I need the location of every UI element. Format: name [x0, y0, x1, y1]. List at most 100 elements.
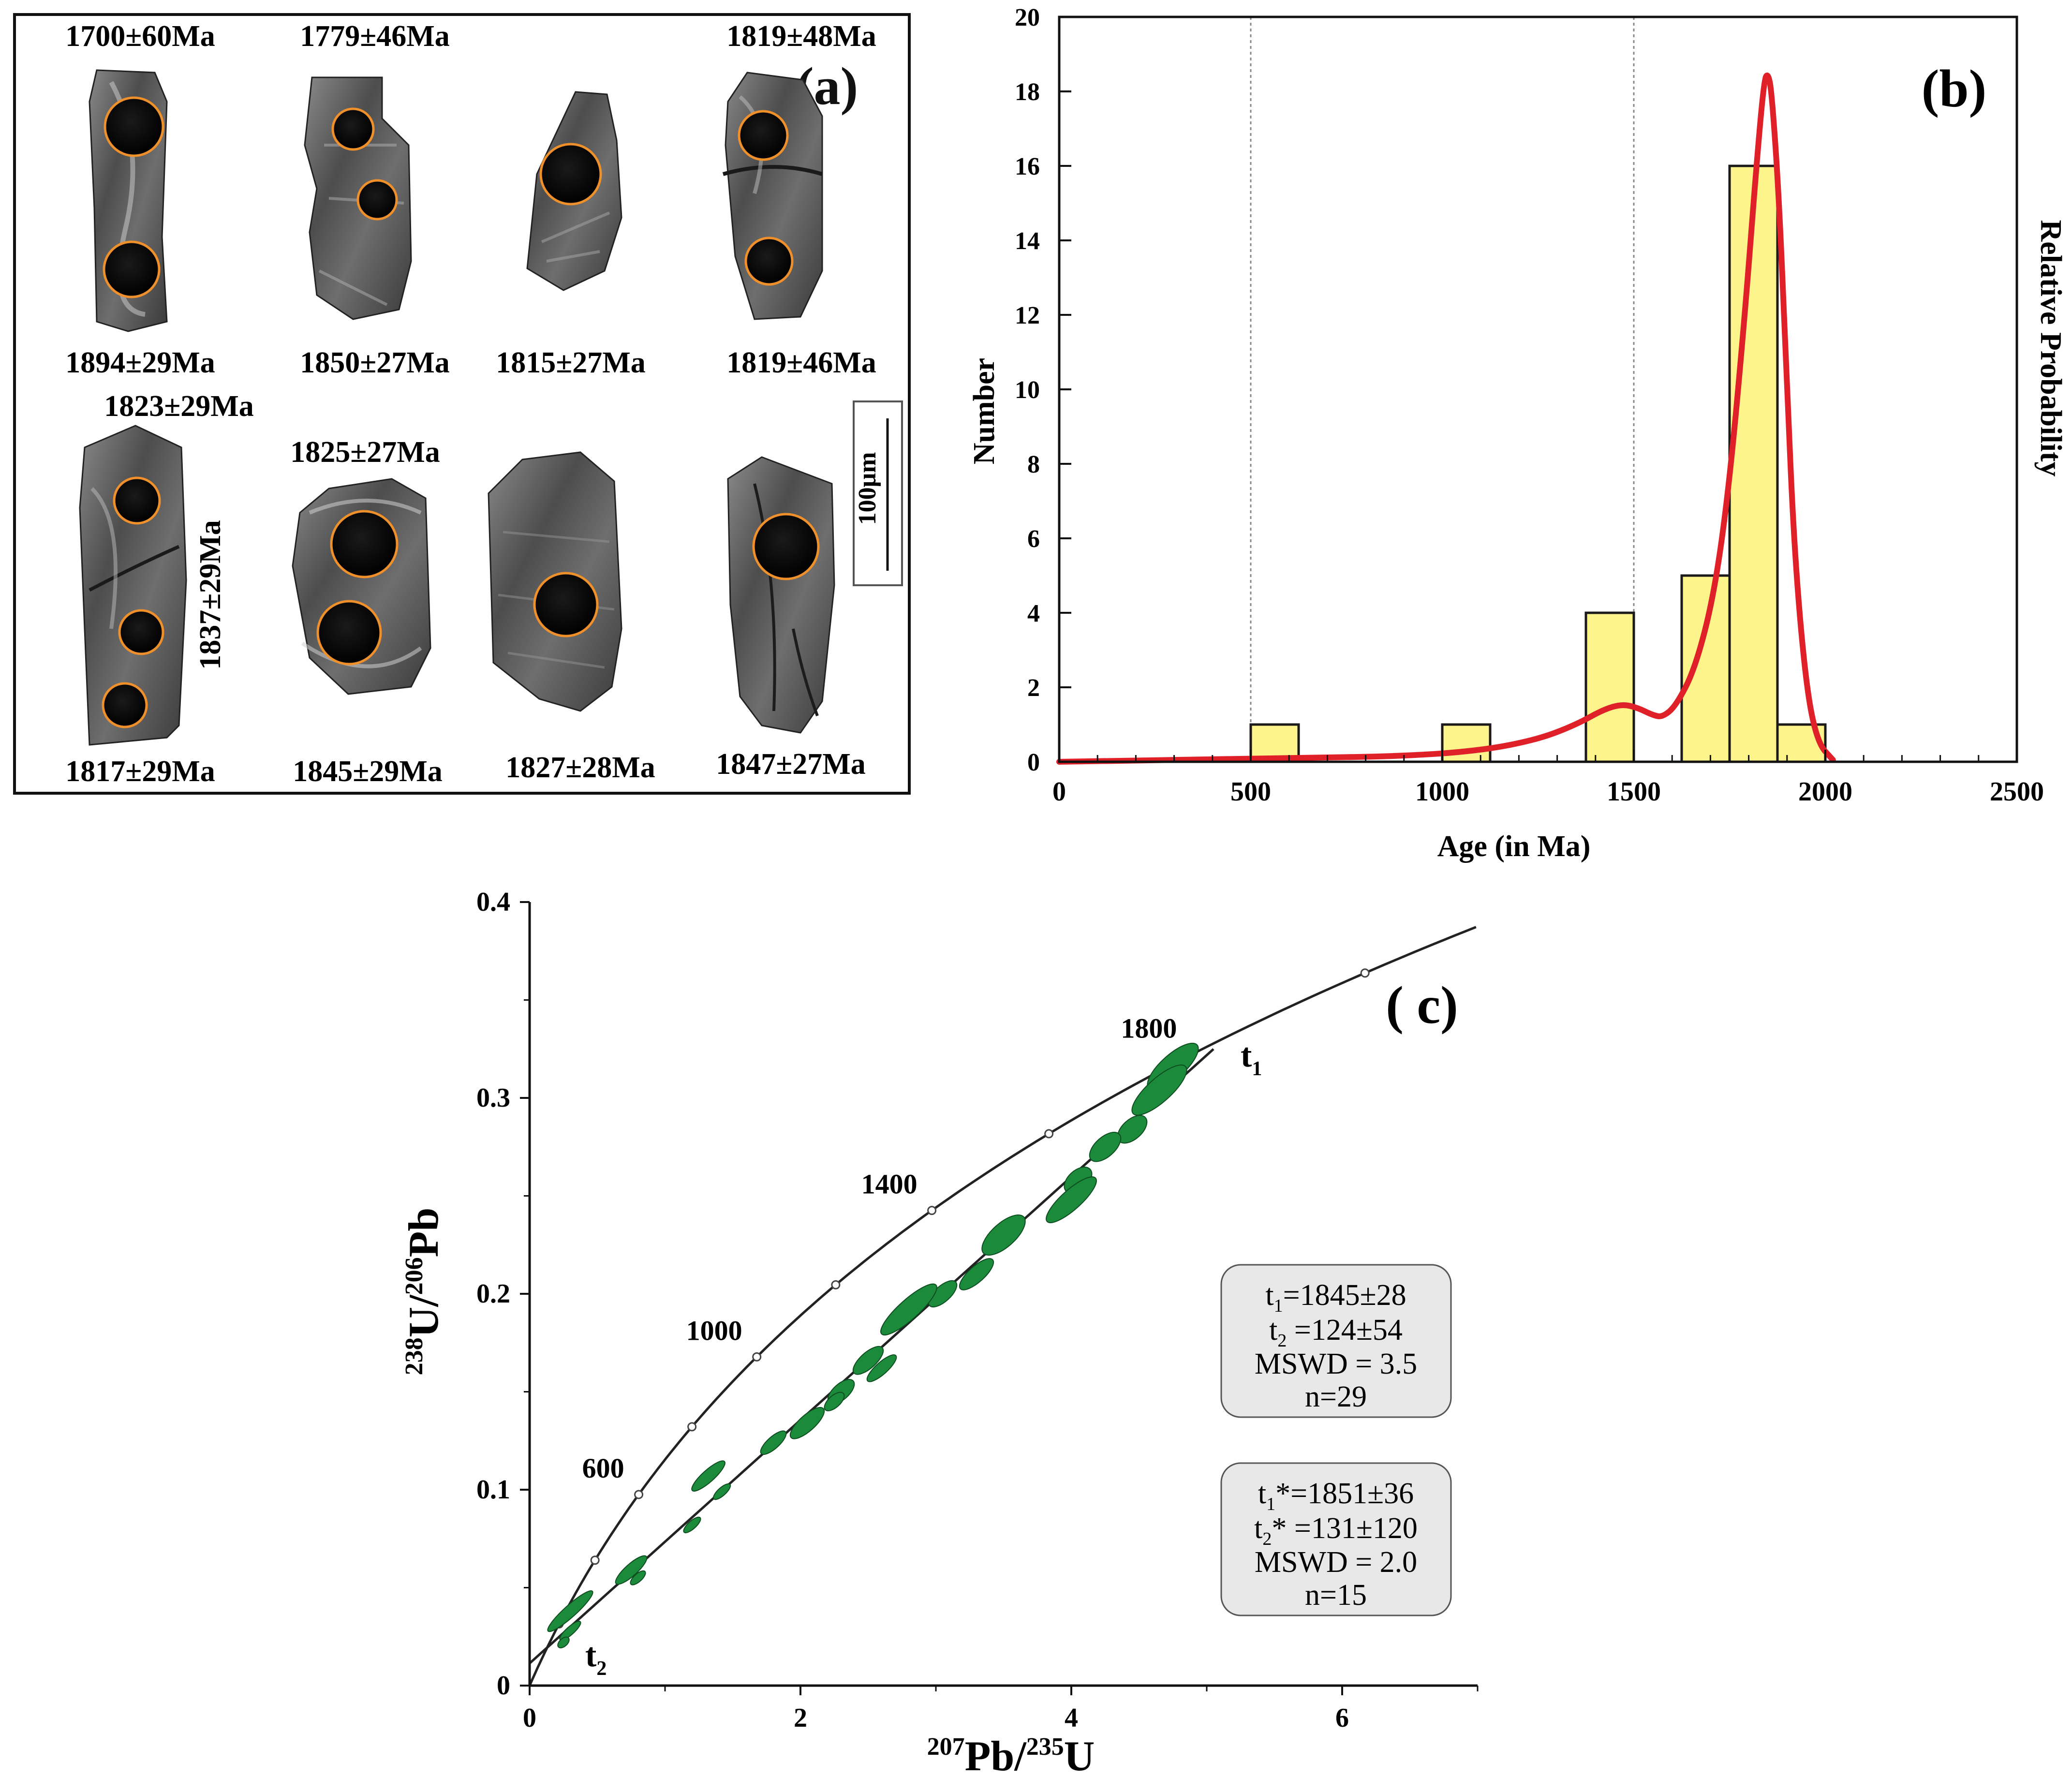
y-tick-label: 16 [1015, 153, 1040, 180]
histogram-bars [1249, 164, 1827, 763]
grain-age-label: 1700±60Ma [65, 20, 215, 53]
error-ellipse [959, 1258, 994, 1290]
histogram-bar [1680, 574, 1731, 763]
intercept-t1: t1 [1241, 1037, 1262, 1080]
grain-age-label: 1819±46Ma [726, 346, 876, 379]
grain-age-label: 1847±27Ma [716, 748, 866, 781]
concordia-age-dot [752, 1352, 762, 1362]
analysis-spot [533, 572, 599, 637]
y-tick-label: 6 [1027, 525, 1040, 553]
grain-age-label: 1827±28Ma [505, 751, 655, 784]
y-tick-label: 0.1 [476, 1475, 510, 1505]
x-tick-label: 2 [794, 1703, 807, 1733]
y-tick-label: 0 [497, 1671, 510, 1701]
concordia-age-dot [590, 1555, 600, 1565]
analysis-spot [316, 600, 382, 666]
concordia-age-dot [927, 1206, 937, 1215]
panel-c: 600 1000 1400 1800 0 2 4 6 0 0.1 0.2 0.3 0.4 ( c) 2… [400, 887, 1479, 1777]
error-ellipse [713, 1483, 731, 1500]
grain-age-label: 1845±29Ma [293, 755, 443, 788]
grain-age-label: 1819±48Ma [726, 20, 876, 53]
y-axis-title-c: 238U/206Pb [400, 1208, 447, 1376]
scale-bar-label: 100μm [854, 452, 881, 525]
concordia-age-dot [634, 1490, 644, 1499]
scale-bar-box [853, 400, 903, 586]
concordia-age-dot [1044, 1129, 1054, 1139]
zircon-grain: 1823±29Ma 1837±29Ma 1817±29Ma [65, 390, 254, 788]
x-tick-label: 4 [1065, 1703, 1078, 1733]
annotation-line: t1=1845±28 [1265, 1279, 1406, 1316]
grain-age-label: 1825±27Ma [290, 436, 440, 469]
annotation-line: n=15 [1305, 1579, 1367, 1612]
annotation-line: t2 =124±54 [1269, 1314, 1403, 1351]
zircon-grain: 1700±60Ma 1894±29Ma [65, 20, 215, 379]
grain-age-label: 1837±29Ma [194, 520, 227, 670]
analysis-spot [356, 179, 398, 221]
y-tick-label: 0.2 [476, 1279, 510, 1309]
panel-b-plot-frame [1058, 15, 2018, 763]
error-ellipse [760, 1430, 787, 1455]
y-axis-title: Number [968, 358, 1001, 464]
zircon-grain: 1847±27Ma [716, 456, 866, 781]
relative-probability-curve [1056, 73, 1836, 765]
error-ellipse [824, 1392, 845, 1411]
concordia-age-dot [831, 1280, 841, 1289]
error-ellipses [547, 1042, 1199, 1649]
error-ellipse [547, 1590, 593, 1632]
error-ellipse [928, 1280, 958, 1308]
y-tick-label: 8 [1027, 451, 1040, 478]
analysis-spot [102, 682, 148, 728]
zircon-grain: 1779±46Ma 1850±27Ma [300, 20, 450, 379]
concordia-age-label: 600 [582, 1452, 624, 1484]
annotation-line: n=29 [1305, 1380, 1367, 1413]
y-tick-label: 4 [1027, 600, 1040, 627]
error-ellipse [557, 1636, 570, 1649]
panel-a: (a) 100μm 1700±60Ma 1894±29Ma 1779±46Ma … [13, 13, 911, 795]
grain-8-body [727, 456, 835, 734]
y-tick-label: 0.3 [476, 1083, 510, 1113]
error-ellipse [615, 1555, 648, 1585]
annotation-line: MSWD = 3.5 [1255, 1348, 1417, 1380]
x-tick-label: 1500 [1607, 777, 1661, 807]
grain-age-label: 1823±29Ma [104, 390, 254, 423]
error-ellipse [683, 1516, 701, 1534]
analysis-spot [118, 609, 164, 655]
y-tick-label: 14 [1015, 227, 1040, 255]
grain-age-label: 1894±29Ma [65, 346, 215, 379]
x-axis-title-c: 207Pb/235U [927, 1733, 1095, 1777]
analysis-spot [331, 107, 375, 151]
annotation-box-bg [1220, 1462, 1452, 1616]
error-ellipse [630, 1570, 646, 1585]
y2-axis-title: Relative Probability [2034, 220, 2067, 477]
x-tick-label: 1000 [1415, 777, 1469, 807]
annotation-box: t1*=1851±36 t2* =131±120 MSWD = 2.0 n=15 [1220, 1462, 1452, 1616]
y-tick-label: 0.4 [476, 887, 510, 917]
grain-age-label: 1779±46Ma [300, 20, 450, 53]
x-tick-label: 2500 [1990, 777, 2044, 807]
histogram-bar [1441, 723, 1492, 763]
concordia-age-dot [687, 1422, 697, 1432]
annotation-line: t1*=1851±36 [1258, 1477, 1414, 1514]
concordia-age-dot [1360, 968, 1370, 978]
x-tick-label: 500 [1230, 777, 1271, 807]
panel-c-axes: 0 2 4 6 0 0.1 0.2 0.3 0.4 [476, 887, 1479, 1733]
histogram-bar [1728, 164, 1779, 763]
analysis-spot [738, 110, 789, 161]
annotation-line: t2* =131±120 [1254, 1512, 1418, 1549]
histogram-bar [1584, 611, 1635, 763]
concordia-age-markers: 600 1000 1400 1800 [554, 968, 1370, 1629]
panel-b-axes: 0 500 1000 1500 2000 2500 0 2 4 6 8 10 12 14 16 18 20 [1015, 4, 2044, 807]
analysis-spot [103, 240, 161, 298]
panel-b-label: (b) [1922, 59, 1986, 118]
y-tick-label: 2 [1027, 674, 1040, 702]
analysis-spot [539, 143, 602, 206]
annotation-box-bg [1220, 1264, 1452, 1418]
error-ellipse [789, 1407, 825, 1439]
zircon-grain: 1827±28Ma [488, 451, 655, 784]
error-ellipse [691, 1460, 725, 1492]
concordia-age-label: 1800 [1121, 1012, 1177, 1044]
error-ellipse [1131, 1064, 1187, 1116]
grain-age-label: 1817±29Ma [65, 755, 215, 788]
panel-c-label: ( c) [1386, 976, 1458, 1035]
